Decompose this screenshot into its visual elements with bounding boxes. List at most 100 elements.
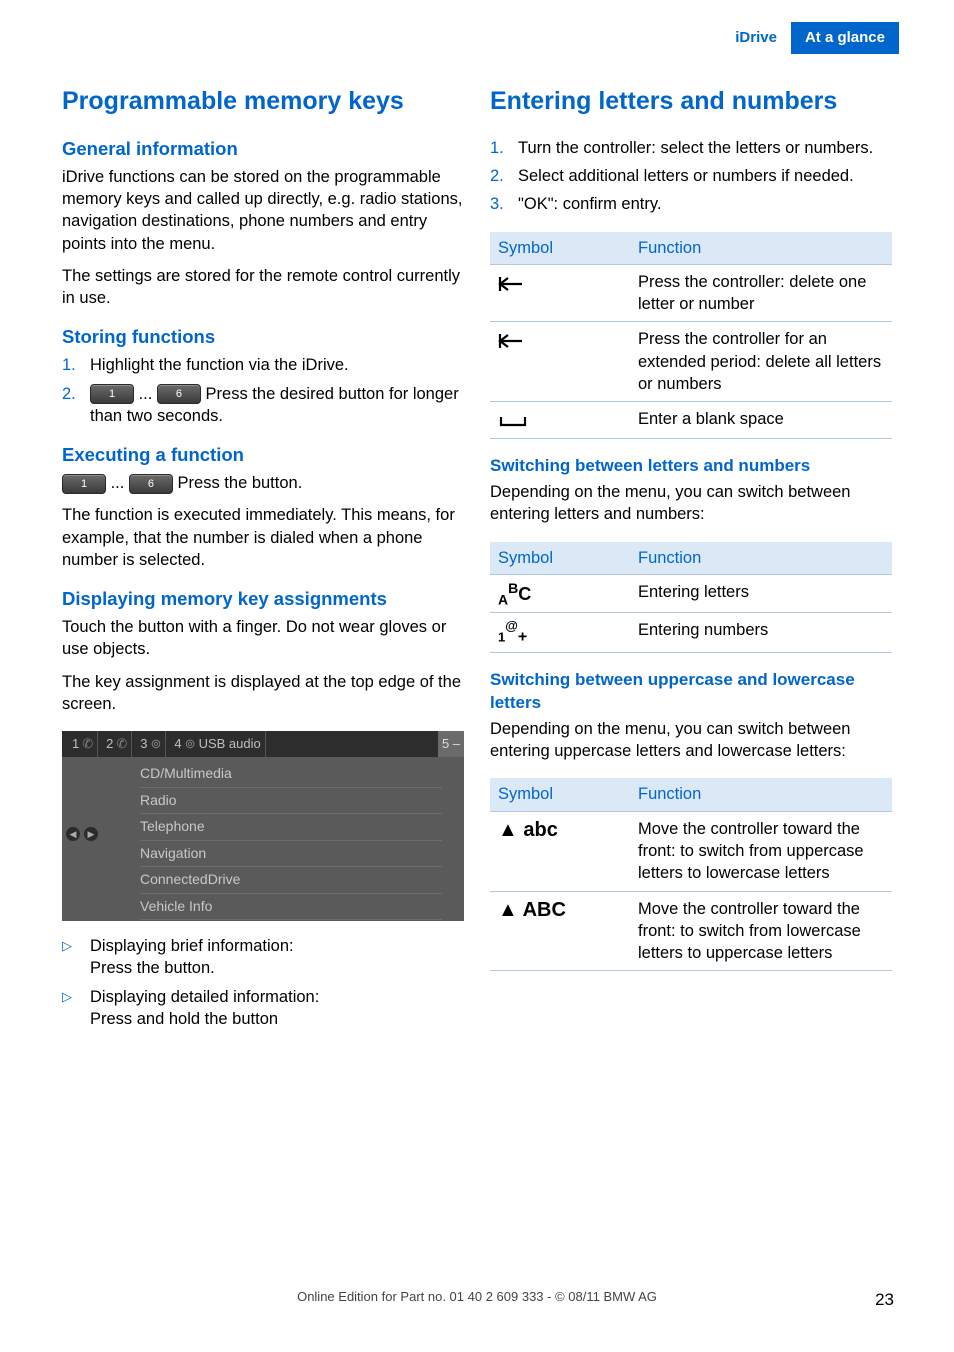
screenshot-topbar: 1 ✆ 2 ✆ 3 ⊚ 4 ⊚ USB audio 5 – xyxy=(62,731,464,757)
paragraph: The function is executed immediately. Th… xyxy=(62,504,464,571)
left-arrow-icon: ◀ xyxy=(66,827,80,841)
section-executing-function: Executing a function 1 ... 6 Press the b… xyxy=(62,443,464,571)
list-text: Displaying brief information: Press the … xyxy=(90,935,294,980)
lowercase-switch-icon: ▲ abc xyxy=(490,811,630,891)
uppercase-switch-icon: ▲ ABC xyxy=(490,891,630,971)
subheading-switch-case: Switching between uppercase and lowercas… xyxy=(490,669,892,715)
table-header: Symbol xyxy=(490,778,630,811)
space-icon xyxy=(490,402,630,439)
page-body: Programmable memory keys General informa… xyxy=(62,85,892,1036)
heading-programmable-memory-keys: Programmable memory keys xyxy=(62,85,464,119)
menu-item: Vehicle Info xyxy=(140,894,442,920)
section-general-information: General information iDrive functions can… xyxy=(62,137,464,310)
table-cell: Entering letters xyxy=(630,574,892,613)
letters-mode-icon: ABC xyxy=(490,574,630,613)
table-row: ▲ ABC Move the controller toward the fro… xyxy=(490,891,892,971)
menu-item: Navigation xyxy=(140,841,442,867)
table-header: Function xyxy=(630,232,892,265)
topbar-seg-3: 3 ⊚ xyxy=(136,731,166,757)
bullet-list: ▷ Displaying brief information: Press th… xyxy=(62,935,464,1030)
breadcrumb-at-a-glance: At a glance xyxy=(791,22,899,54)
table-header: Symbol xyxy=(490,542,630,575)
backspace-icon xyxy=(490,264,630,322)
paragraph: Depending on the menu, you can switch be… xyxy=(490,718,892,763)
paragraph: Touch the button with a finger. Do not w… xyxy=(62,616,464,661)
triangle-bullet-icon: ▷ xyxy=(62,935,90,980)
footer-edition-line: Online Edition for Part no. 01 40 2 609 … xyxy=(0,1288,954,1306)
ordered-list: 1. Highlight the function via the iDrive… xyxy=(62,354,464,427)
ellipsis: ... xyxy=(111,474,125,492)
table-cell: Move the controller toward the front: to… xyxy=(630,811,892,891)
table-row: ▲ abc Move the controller toward the fro… xyxy=(490,811,892,891)
menu-item: Telephone xyxy=(140,814,442,840)
list-item: 3."OK": confirm entry. xyxy=(490,193,892,215)
topbar-seg-1: 1 ✆ xyxy=(68,731,98,757)
numbers-mode-icon: 1@+ xyxy=(490,613,630,653)
subheading-storing-functions: Storing functions xyxy=(62,325,464,350)
memory-key-1-icon: 1 xyxy=(62,474,106,494)
list-text: "OK": confirm entry. xyxy=(518,193,892,215)
menu-item: Radio xyxy=(140,788,442,814)
heading-entering-letters-numbers: Entering letters and numbers xyxy=(490,85,892,119)
subheading-displaying-assignments: Displaying memory key assignments xyxy=(62,587,464,612)
menu-item: ConnectedDrive xyxy=(140,867,442,893)
table-header: Function xyxy=(630,778,892,811)
table-header-row: Symbol Function xyxy=(490,542,892,575)
topbar-seg-2: 2 ✆ xyxy=(102,731,132,757)
paragraph: Depending on the menu, you can switch be… xyxy=(490,481,892,526)
right-arrow-icon: ▶ xyxy=(84,827,98,841)
paragraph: 1 ... 6 Press the button. xyxy=(62,472,464,494)
breadcrumb-idrive: iDrive xyxy=(721,22,791,54)
table-header-row: Symbol Function xyxy=(490,778,892,811)
list-item: 1. Highlight the function via the iDrive… xyxy=(62,354,464,376)
ordered-list: 1.Turn the controller: select the letter… xyxy=(490,137,892,216)
menu-item: Settings xyxy=(140,920,442,921)
section-displaying-assignments: Displaying memory key assignments Touch … xyxy=(62,587,464,715)
header-breadcrumb: iDrive At a glance xyxy=(721,22,899,54)
memory-key-1-icon: 1 xyxy=(90,384,134,404)
topbar-seg-5: 5 – xyxy=(438,731,464,757)
list-item: ▷ Displaying detailed information: Press… xyxy=(62,986,464,1031)
table-cell: Move the controller toward the front: to… xyxy=(630,891,892,971)
subheading-general-information: General information xyxy=(62,137,464,162)
memory-key-6-icon: 6 xyxy=(129,474,173,494)
symbol-table-letters-numbers: Symbol Function ABC Entering letters 1@+… xyxy=(490,542,892,653)
table-row: Enter a blank space xyxy=(490,402,892,439)
symbol-table-case: Symbol Function ▲ abc Move the controlle… xyxy=(490,778,892,971)
table-row: 1@+ Entering numbers xyxy=(490,613,892,653)
table-cell: Enter a blank space xyxy=(630,402,892,439)
topbar-seg-4: 4 ⊚ USB audio xyxy=(170,731,265,757)
list-text: Displaying detailed information: Press a… xyxy=(90,986,319,1031)
list-number: 3. xyxy=(490,193,518,215)
list-number: 1. xyxy=(490,137,518,159)
subheading-executing-function: Executing a function xyxy=(62,443,464,468)
list-item: ▷ Displaying brief information: Press th… xyxy=(62,935,464,980)
right-column: Entering letters and numbers 1.Turn the … xyxy=(490,85,892,1036)
list-item: 2. 1 ... 6 Press the desired button for … xyxy=(62,383,464,428)
screenshot-side-arrows: ◀ ▶ xyxy=(66,827,98,841)
section-storing-functions: Storing functions 1. Highlight the funct… xyxy=(62,325,464,427)
list-number: 1. xyxy=(62,354,90,376)
left-column: Programmable memory keys General informa… xyxy=(62,85,464,1036)
memory-key-6-icon: 6 xyxy=(157,384,201,404)
list-text: Highlight the function via the iDrive. xyxy=(90,354,464,376)
subheading-switch-letters-numbers: Switching between letters and numbers xyxy=(490,455,892,478)
table-cell: Press the controller: delete one letter … xyxy=(630,264,892,322)
table-header: Symbol xyxy=(490,232,630,265)
page-number: 23 xyxy=(875,1289,894,1312)
table-header: Function xyxy=(630,542,892,575)
symbol-table-delete: Symbol Function Press the controller: de… xyxy=(490,232,892,440)
table-cell: Entering numbers xyxy=(630,613,892,653)
menu-item: CD/Multimedia xyxy=(140,761,442,787)
list-item: 1.Turn the controller: select the letter… xyxy=(490,137,892,159)
list-number: 2. xyxy=(62,383,90,428)
section-switch-letters-numbers: Switching between letters and numbers De… xyxy=(490,455,892,525)
idrive-screenshot: 1 ✆ 2 ✆ 3 ⊚ 4 ⊚ USB audio 5 – ◀ ▶ CD/Mul… xyxy=(62,731,464,921)
paragraph: The settings are stored for the remote c… xyxy=(62,265,464,310)
list-item: 2.Select additional letters or numbers i… xyxy=(490,165,892,187)
table-row: Press the controller: delete one letter … xyxy=(490,264,892,322)
text: Press the button. xyxy=(178,474,303,492)
list-text: Select additional letters or numbers if … xyxy=(518,165,892,187)
table-row: ABC Entering letters xyxy=(490,574,892,613)
table-header-row: Symbol Function xyxy=(490,232,892,265)
